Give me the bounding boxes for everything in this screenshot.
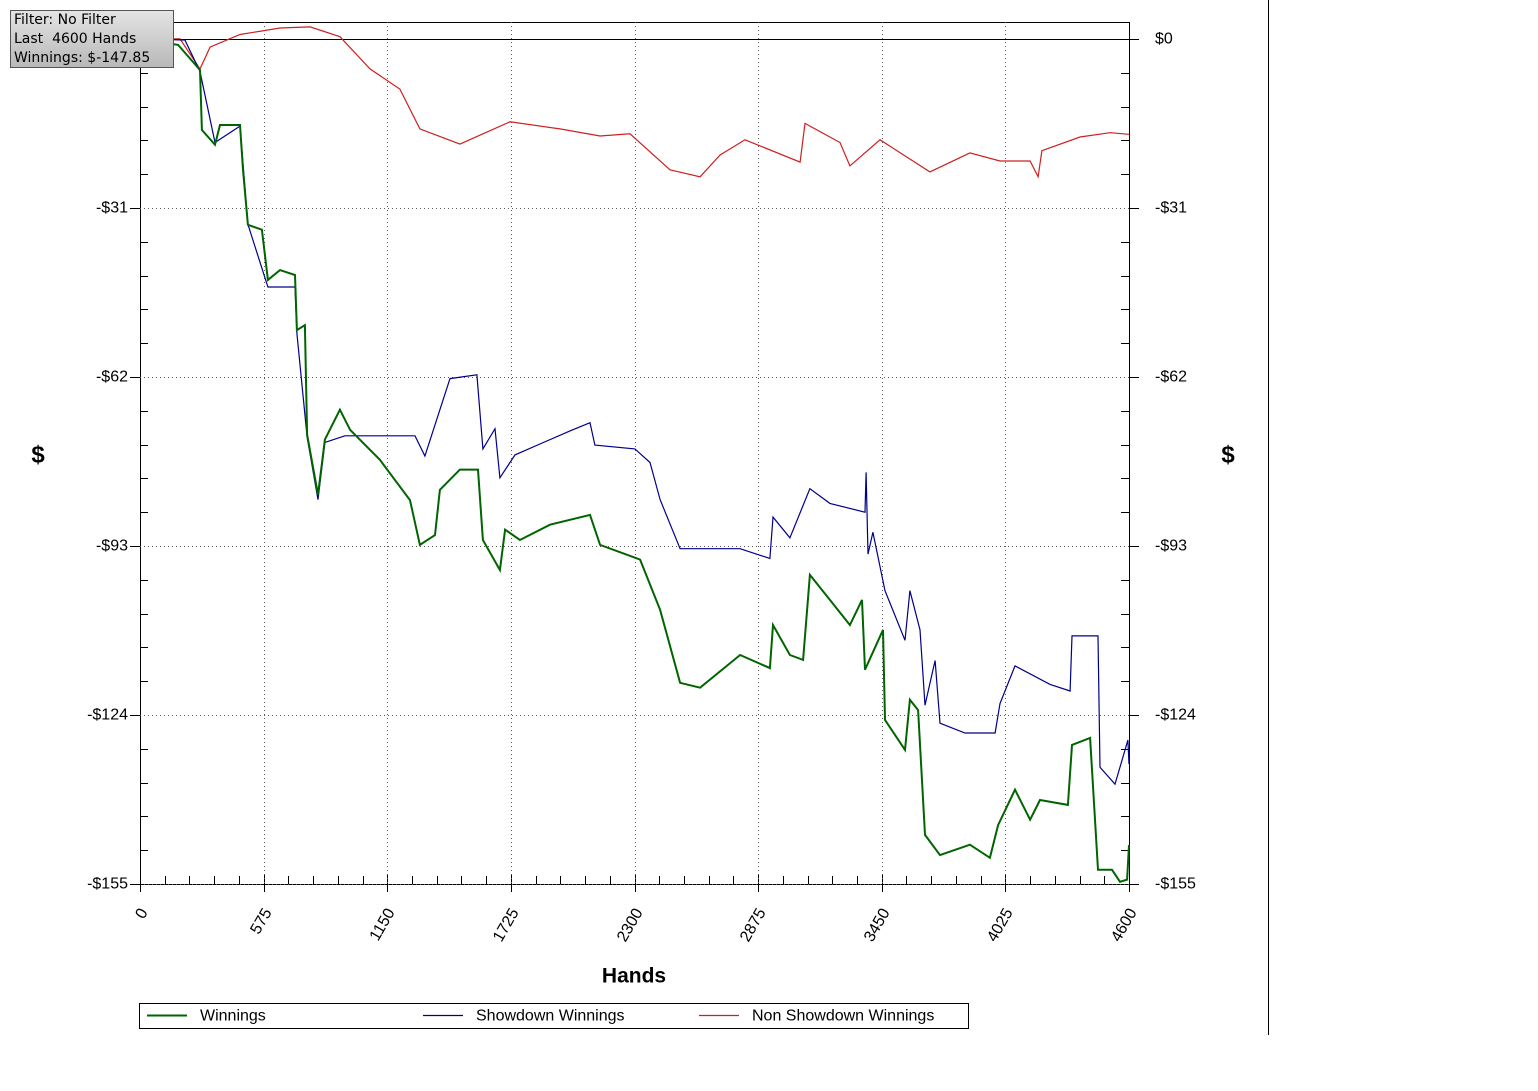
x-tick-label: 575 xyxy=(248,906,276,938)
x-tick-label: 1725 xyxy=(490,906,523,945)
legend-label: Non Showdown Winnings xyxy=(752,1008,934,1025)
series-line xyxy=(140,26,1130,179)
info-hands: Last 4600 Hands xyxy=(14,31,137,47)
y-tick-label: -$62 xyxy=(96,369,128,386)
y-tick-label: -$93 xyxy=(96,538,128,555)
y2-tick-label: $0 xyxy=(1155,31,1173,48)
x-tick-label: 1150 xyxy=(367,906,399,944)
x-tick-label: 4600 xyxy=(1108,906,1141,945)
x-axis-label: Hands xyxy=(602,965,666,988)
y2-tick-label: -$62 xyxy=(1155,369,1187,386)
y2-tick-label: -$124 xyxy=(1155,707,1196,724)
y2-tick-label: -$31 xyxy=(1155,200,1187,217)
x-tick-label: 4025 xyxy=(984,906,1017,945)
info-winnings: Winnings: $-147.85 xyxy=(14,50,151,66)
y-tick-label: -$31 xyxy=(96,200,128,217)
legend-label: Winnings xyxy=(200,1008,266,1025)
x-tick-label: 2875 xyxy=(737,906,770,945)
series-line xyxy=(139,37,1130,883)
y2-tick-label: -$155 xyxy=(1155,876,1196,893)
y-tick-label: -$155 xyxy=(87,876,128,893)
x-tick-label: 0 xyxy=(132,906,151,922)
y2-axis-label: $ xyxy=(1221,441,1235,468)
info-box: Filter: No Filter Last 4600 Hands Winnings… xyxy=(10,10,174,68)
series-line xyxy=(139,38,1130,786)
y2-tick-label: -$93 xyxy=(1155,538,1187,555)
info-filter: Filter: No Filter xyxy=(14,12,116,28)
y-tick-label: -$124 xyxy=(87,707,128,724)
legend-label: Showdown Winnings xyxy=(476,1008,625,1025)
x-tick-label: 2300 xyxy=(614,906,647,945)
y-axis-label: $ xyxy=(31,441,45,468)
x-tick-label: 3450 xyxy=(861,906,894,945)
legend xyxy=(139,1003,969,1029)
